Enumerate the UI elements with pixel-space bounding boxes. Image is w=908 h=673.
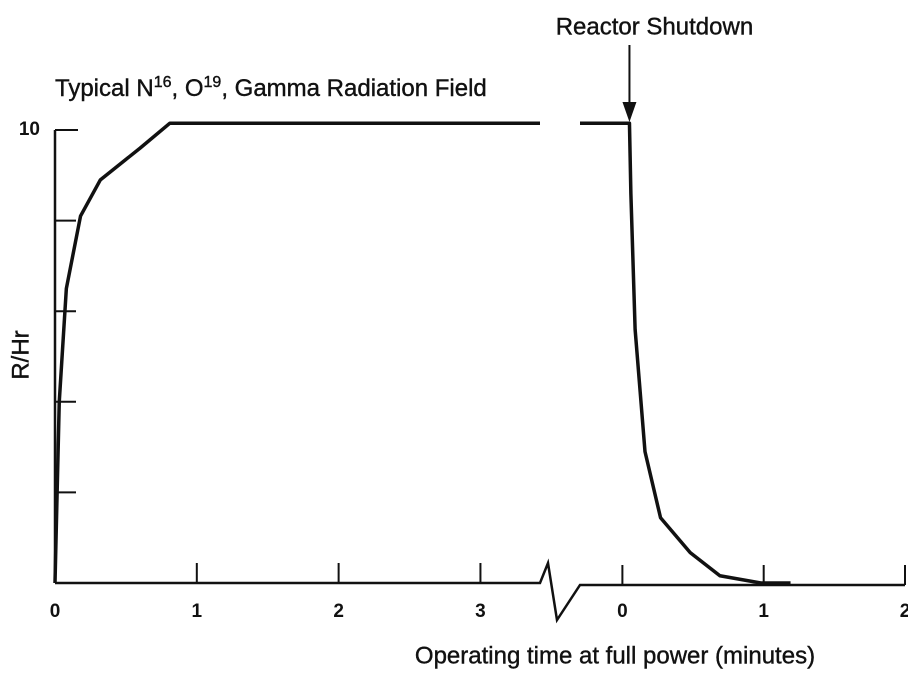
title-sup: 19: [204, 74, 222, 91]
x-tick-label: 0: [617, 601, 628, 622]
x-axis-break: [55, 558, 905, 624]
x-axis-label: Operating time at full power (minutes): [415, 642, 815, 669]
x-tick-label: 0: [50, 601, 61, 622]
chart-title: Typical N16, O19, Gamma Radiation Field: [55, 74, 487, 102]
title-part: , O: [172, 75, 204, 102]
annotation: Reactor Shutdown: [556, 13, 753, 40]
x-tick-label: 2: [333, 601, 344, 622]
y-axis-label: R/Hr: [7, 330, 34, 379]
x-tick-label: 1: [758, 601, 769, 622]
y-tick-label: 10: [19, 119, 40, 140]
x-tick-label: 1: [192, 601, 203, 622]
x-tick-label: 2: [900, 601, 908, 622]
title-sup: 16: [154, 74, 172, 91]
title-part: , Gamma Radiation Field: [221, 75, 486, 102]
title-part: Typical N: [55, 75, 154, 102]
line: [53, 121, 540, 584]
x-tick-label: 3: [475, 601, 486, 622]
line: [580, 121, 791, 585]
annotation-arrowhead: [622, 102, 637, 122]
